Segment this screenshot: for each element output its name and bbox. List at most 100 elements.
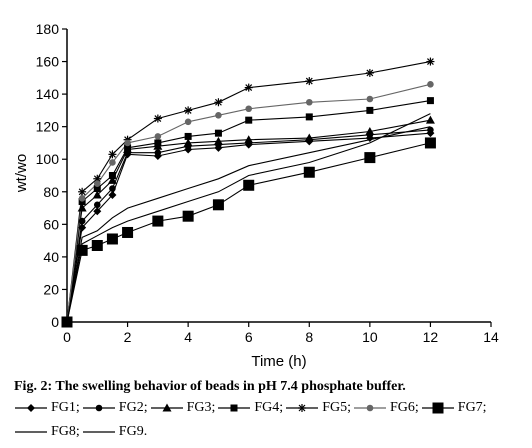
legend-label: FG1; <box>51 400 80 415</box>
data-point-fg2 <box>109 185 116 192</box>
data-point-fg5 <box>78 187 87 196</box>
data-point-fg7 <box>91 239 103 251</box>
series-line-fg5 <box>66 61 431 323</box>
star-stroke <box>245 84 253 92</box>
legend-item-fg7: FG7; <box>421 398 487 418</box>
legend-marker <box>298 404 307 412</box>
data-point-fg1 <box>93 207 102 216</box>
y-tick-label: 40 <box>43 249 59 265</box>
legend-label: FG2; <box>118 400 148 415</box>
data-point-fg2 <box>93 201 101 209</box>
legend-swatch-fg2 <box>82 404 115 412</box>
y-tick-label: 140 <box>36 86 60 102</box>
x-tick-label: 10 <box>362 329 378 345</box>
x-tick-label: 4 <box>184 329 192 345</box>
data-point-fg4 <box>154 139 162 147</box>
data-point-fg3 <box>213 136 223 145</box>
data-point-fg6 <box>305 98 313 106</box>
series-line-fg9 <box>66 126 431 323</box>
y-axis-label: wt/wo <box>13 154 30 193</box>
data-point-fg6 <box>427 81 434 88</box>
legend-item-fg9: FG9. <box>82 422 147 442</box>
data-point-fg3 <box>183 138 193 147</box>
figure-caption: Fig. 2: The swelling behavior of beads i… <box>14 379 406 394</box>
data-point-fg3 <box>244 135 254 144</box>
data-point-fg7 <box>364 152 376 164</box>
data-point-fg5 <box>426 57 435 66</box>
x-tick-label: 0 <box>63 329 71 345</box>
data-point-fg4 <box>245 116 253 124</box>
y-tick-label: 120 <box>36 119 60 135</box>
data-point-fg6 <box>366 95 374 103</box>
legend-marker <box>366 404 374 412</box>
data-point-fg4 <box>366 106 374 114</box>
data-point-fg4 <box>108 172 116 179</box>
legend-label: FG5; <box>322 400 351 415</box>
data-point-fg7 <box>152 215 164 227</box>
data-point-fg4 <box>184 132 192 140</box>
x-tick-label: 12 <box>423 329 439 345</box>
legend-marker <box>27 404 35 412</box>
data-point-fg6 <box>109 159 116 166</box>
data-point-fg7 <box>76 244 88 256</box>
data-point-fg7 <box>212 199 224 211</box>
data-point-fg5 <box>365 68 374 77</box>
legend-swatch-fg7 <box>421 402 454 414</box>
y-tick-label: 160 <box>36 54 60 70</box>
legend-label: FG7; <box>457 400 487 415</box>
x-tick-label: 8 <box>305 329 313 345</box>
data-point-fg1 <box>108 191 117 200</box>
legend-label: FG6; <box>389 400 419 415</box>
legend-label: FG9. <box>118 424 148 439</box>
data-point-fg4 <box>214 129 222 137</box>
data-point-fg6 <box>184 118 192 126</box>
legend-swatch-fg3 <box>150 403 183 412</box>
star-stroke <box>215 98 222 106</box>
star-stroke <box>184 106 192 114</box>
legend-marker <box>432 402 444 414</box>
series-lines <box>66 61 431 323</box>
data-point-fg5 <box>214 98 223 107</box>
y-tick-label: 20 <box>43 281 59 297</box>
series-line-fg1 <box>66 132 431 323</box>
star-stroke <box>93 175 101 183</box>
data-point-fg3 <box>365 127 375 136</box>
data-point-fg4 <box>305 113 313 121</box>
legend-item-fg5: FG5; <box>285 398 351 418</box>
data-point-fg2 <box>78 217 86 225</box>
legend-label: FG8; <box>51 424 80 439</box>
star-stroke <box>298 404 306 412</box>
legend-item-fg1: FG1; <box>14 398 80 418</box>
series-line-fg8 <box>66 113 431 323</box>
legend: FG1; FG2; FG3; FG4; FG5; FG6; FG7; FG8; FG9. <box>14 398 524 446</box>
star-stroke <box>154 115 162 122</box>
data-point-fg7 <box>424 137 436 149</box>
data-point-fg7 <box>182 210 194 222</box>
data-point-fg7 <box>122 226 134 238</box>
data-point-fg5 <box>244 83 253 92</box>
data-point-fg5 <box>184 106 193 115</box>
data-point-fg7 <box>303 166 315 178</box>
legend-item-fg3: FG3; <box>150 398 215 418</box>
data-point-fg7 <box>243 179 255 191</box>
x-axis-label: Time (h) <box>251 353 306 370</box>
star-stroke <box>427 58 434 65</box>
data-point-fg6 <box>78 194 86 202</box>
y-tick-label: 100 <box>36 151 60 167</box>
star-stroke <box>78 188 86 196</box>
y-tick-label: 180 <box>36 21 60 37</box>
data-point-fg6 <box>124 139 131 147</box>
legend-label: FG4; <box>254 400 284 415</box>
data-point-fg5 <box>153 114 162 123</box>
x-tick-label: 6 <box>245 329 253 345</box>
x-tick-label: 2 <box>124 329 132 345</box>
star-stroke <box>305 77 313 85</box>
legend-swatch-fg8 <box>15 431 47 433</box>
series-line-fg2 <box>66 129 431 323</box>
legend-swatch-fg9 <box>82 431 115 433</box>
y-tick-label: 80 <box>43 184 59 200</box>
star-stroke <box>109 150 116 158</box>
legend-swatch-fg4 <box>218 404 251 412</box>
legend-item-fg4: FG4; <box>217 398 283 418</box>
data-point-fg2 <box>427 126 434 134</box>
